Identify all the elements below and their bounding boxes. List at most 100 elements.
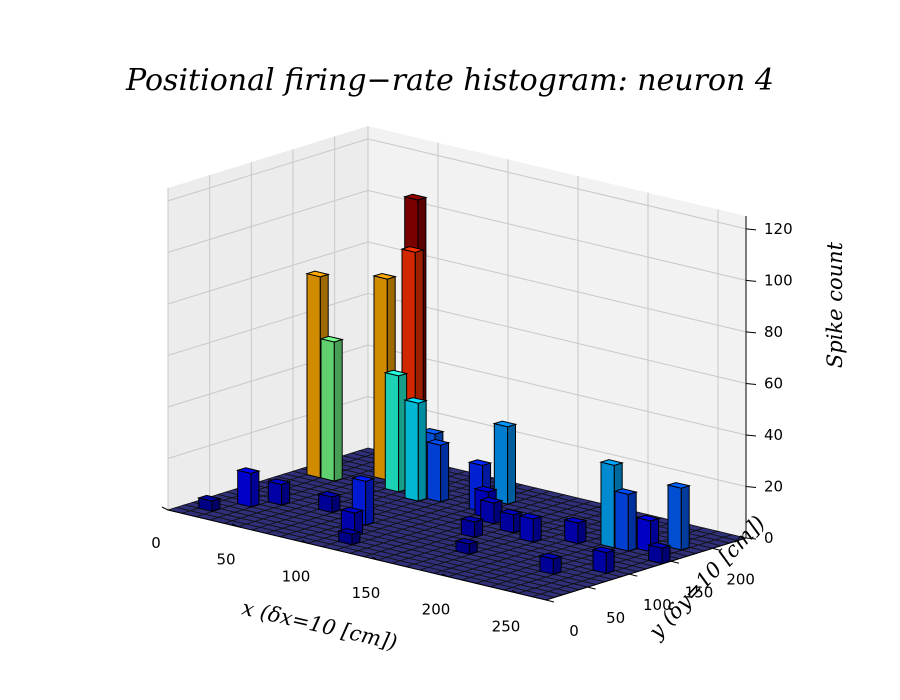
x-tick-label: 250 — [492, 617, 521, 635]
bar-top-face — [196, 494, 222, 502]
bar-top-face — [635, 514, 661, 522]
bar-front-face — [384, 372, 400, 493]
bar-top-face — [425, 438, 451, 446]
bar-top-face — [383, 369, 409, 377]
x-axis-label: x (δx=10 [cm]) — [240, 596, 400, 655]
z-tick — [745, 382, 757, 385]
bar-side-face — [417, 400, 427, 502]
bar-top-face — [400, 246, 426, 253]
bar — [454, 537, 480, 555]
bar-front-face — [592, 548, 607, 574]
x-tick — [161, 506, 169, 511]
z-tick — [745, 537, 757, 540]
z-tick — [745, 434, 757, 437]
bar-top-face — [467, 459, 493, 467]
bar — [266, 478, 292, 506]
bar-top-face — [339, 506, 365, 514]
bar — [459, 515, 485, 538]
bar — [336, 528, 362, 546]
bar — [319, 335, 345, 482]
bar-top-face — [350, 475, 376, 482]
bar-front-face — [519, 515, 534, 543]
z-tick-label: 20 — [764, 477, 783, 495]
bar-top-face — [305, 270, 331, 278]
x-tick-label: 100 — [282, 567, 311, 585]
bar — [403, 397, 429, 502]
bar-side-face — [365, 478, 375, 526]
axes-layer: 0 50 100 150 200 250 0 50 100 150 200 0 20 40 60 80 100 1… — [151, 216, 793, 640]
bar-side-face — [532, 515, 542, 543]
bar-top-face — [402, 193, 428, 201]
bar-front-face — [404, 399, 419, 502]
z-tick — [745, 228, 757, 231]
bar — [425, 438, 451, 503]
bar-top-face — [319, 335, 345, 343]
bar-front-face — [306, 273, 321, 479]
bar — [666, 482, 692, 551]
bar-top-face — [498, 508, 524, 516]
x-tick — [231, 523, 239, 528]
bar-side-face — [250, 470, 260, 508]
bar — [591, 546, 617, 574]
bar-side-face — [474, 518, 484, 538]
x-axis-line — [167, 509, 547, 601]
y-tick — [670, 560, 680, 564]
bar-front-face — [564, 519, 579, 545]
z-tick-label: 40 — [764, 426, 783, 444]
x-tick-label: 0 — [151, 534, 161, 552]
bar — [538, 552, 564, 575]
bar-front-face — [237, 469, 252, 508]
bar-side-face — [661, 545, 671, 565]
x-tick-label: 150 — [352, 584, 381, 602]
bar-top-face — [613, 488, 639, 495]
bar-top-face — [492, 420, 518, 428]
y-tick-label: 200 — [726, 570, 755, 588]
z-axis-label: Spike count — [823, 241, 847, 368]
bar-side-face — [281, 481, 291, 506]
bar-side-face — [507, 423, 516, 505]
bar-top-face — [599, 459, 625, 466]
bar-top-face — [591, 546, 617, 554]
z-tick-label: 120 — [764, 220, 793, 238]
back-pane — [368, 126, 746, 538]
bar-front-face — [267, 480, 283, 506]
bar-top-face — [266, 478, 292, 486]
bar-front-face — [320, 338, 335, 482]
z-tick — [745, 485, 757, 488]
bar-top-face — [538, 552, 564, 560]
bar — [498, 508, 524, 534]
bar-side-face — [333, 338, 343, 482]
bar — [518, 512, 544, 543]
y-tick-label: 50 — [606, 609, 625, 627]
bar-side-face — [331, 493, 341, 514]
z-tick-label: 100 — [764, 271, 793, 289]
bar — [196, 494, 222, 512]
y-tick — [629, 573, 638, 577]
y-tick-label: 150 — [685, 583, 714, 601]
bar-front-face — [600, 461, 615, 549]
bar-top-face — [316, 490, 342, 498]
bar-side-face — [627, 491, 637, 552]
x-tick — [441, 573, 449, 578]
bar-top-face — [518, 512, 544, 520]
bar-top-face — [459, 515, 485, 523]
bar-front-face — [667, 484, 682, 551]
bar — [235, 467, 261, 508]
bar-top-face — [336, 528, 362, 535]
bar — [478, 496, 504, 525]
bar-side-face — [552, 555, 562, 575]
bar-side-face — [605, 549, 615, 574]
y-tick-label: 0 — [569, 622, 579, 640]
y-tick — [712, 547, 721, 551]
bar-top-face — [666, 482, 692, 489]
bar-front-face — [614, 490, 629, 552]
x-tick — [511, 589, 519, 594]
bar-side-face — [440, 442, 450, 503]
bar-top-face — [473, 485, 499, 493]
y-tick — [545, 599, 555, 603]
x-tick — [371, 556, 379, 561]
y-tick — [587, 586, 596, 590]
z-tick-label: 60 — [764, 374, 783, 392]
bar-top-face — [478, 496, 504, 504]
